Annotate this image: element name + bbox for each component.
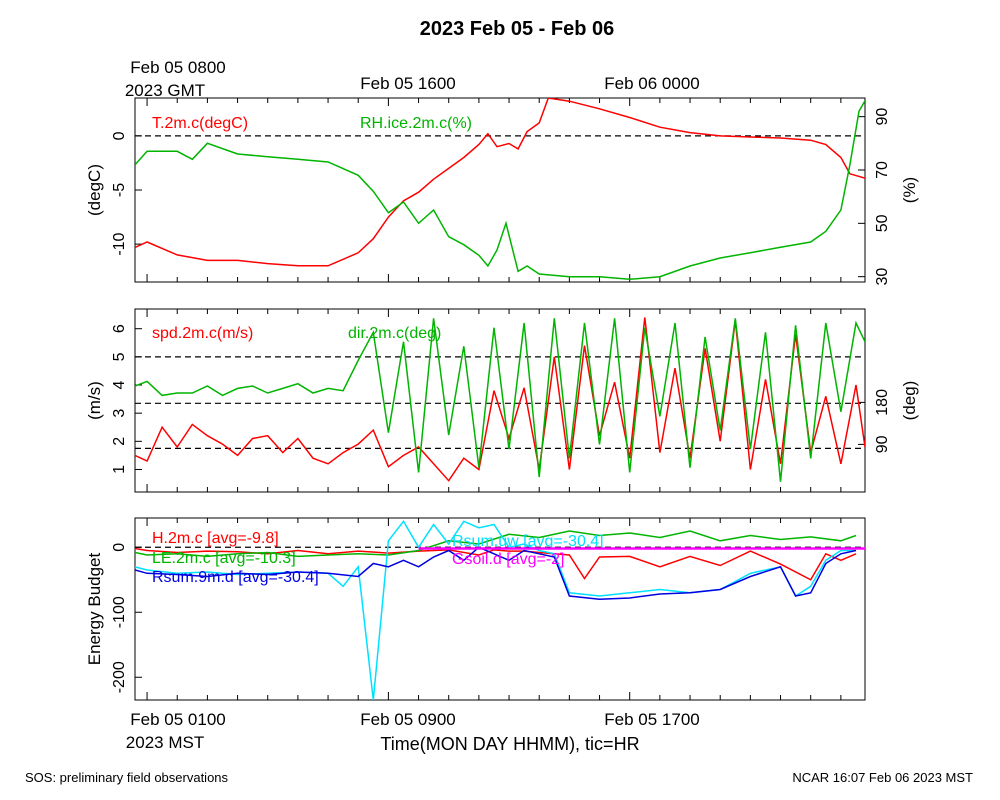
y-tick-label: 6 (111, 324, 128, 333)
y-tick-label: -10 (111, 232, 128, 255)
y-tick-label: 5 (111, 352, 128, 361)
bottom-axis-label-mid: Feb 05 0900 (360, 710, 455, 729)
chart-title: 2023 Feb 05 - Feb 06 (420, 18, 615, 40)
panel-energy-budget: -200 -100 0 Energy Budget H.2m.c [avg=-9.8] L… (85, 517, 866, 701)
legend-entry-cyan: Rsum.uw [avg=-30.4] (452, 533, 604, 550)
y-right-tick-label: 30 (874, 268, 891, 286)
y-tick-label: 0 (111, 131, 128, 140)
y-tick-label: 2 (111, 437, 128, 446)
y-right-axis-label: (deg) (900, 381, 919, 421)
y-right-tick-label: 90 (874, 108, 891, 126)
y-right-axis-label: (%) (900, 177, 919, 203)
y-tick-label: 4 (111, 380, 128, 389)
bottom-axis-start-label: Feb 05 0100 (130, 710, 225, 729)
plot-frame (134, 308, 866, 493)
y-tick-label: -100 (111, 596, 128, 628)
y-right-tick-label: 50 (874, 214, 891, 232)
top-axis-label-right: Feb 06 0000 (604, 74, 699, 93)
legend-entry-red: spd.2m.c(m/s) (152, 325, 253, 342)
top-axis-label-mid: Feb 05 1600 (360, 74, 455, 93)
y-right-tick-label: 90 (874, 435, 891, 453)
legend-entry-green: RH.ice.2m.c(%) (360, 115, 472, 132)
series-line-red (135, 98, 865, 267)
bottom-axis-start-year: 2023 MST (126, 733, 204, 752)
y-axis-label: (m/s) (85, 381, 104, 420)
series-line-green (135, 318, 865, 482)
top-axis-start-year: 2023 GMT (125, 81, 205, 100)
footer-right: NCAR 16:07 Feb 06 2023 MST (792, 770, 973, 785)
y-tick-label: -200 (111, 661, 128, 693)
series-line-green (135, 530, 857, 558)
bottom-axis-label-right: Feb 05 1700 (604, 710, 699, 729)
y-right-tick-label: 180 (874, 389, 891, 416)
y-tick-label: -5 (111, 183, 128, 197)
series-line-red (135, 317, 865, 482)
plot-frame (134, 517, 866, 701)
legend-entry-blue: Rsum.9m.d [avg=-30.4] (152, 569, 319, 586)
y-tick-label: 0 (111, 543, 128, 552)
y-right-tick-label: 70 (874, 161, 891, 179)
legend-entry-magenta: Gsoil.d [avg=-2] (452, 551, 565, 568)
top-axis-start-label: Feb 05 0800 (130, 58, 225, 77)
y-axis-label: Energy Budget (85, 552, 104, 665)
y-axis-label: (degC) (85, 164, 104, 216)
legend-entry-red: H.2m.c [avg=-9.8] (152, 530, 279, 547)
series-line-blue (135, 546, 857, 601)
y-tick-label: 1 (111, 465, 128, 474)
legend-entry-green: LE.2m.c [avg=-10.3] (152, 550, 296, 567)
y-tick-label: 3 (111, 409, 128, 418)
legend-entry-green: dir.2m.c(deg) (348, 325, 441, 342)
x-axis-title: Time(MON DAY HHMM), tic=HR (380, 734, 639, 754)
panel-temperature-humidity: -10 -5 0 (degC) 30 50 70 90 (%) T.2m.c(degC) RH.ic… (85, 97, 919, 286)
footer-left: SOS: preliminary field observations (25, 770, 229, 785)
panel-wind: 1 2 3 4 5 6 (m/s) 90 180 (deg) spd.2m.c(m/s) dir.2m… (85, 308, 919, 493)
legend-entry-red: T.2m.c(degC) (152, 115, 248, 132)
series-line-green (135, 100, 865, 281)
